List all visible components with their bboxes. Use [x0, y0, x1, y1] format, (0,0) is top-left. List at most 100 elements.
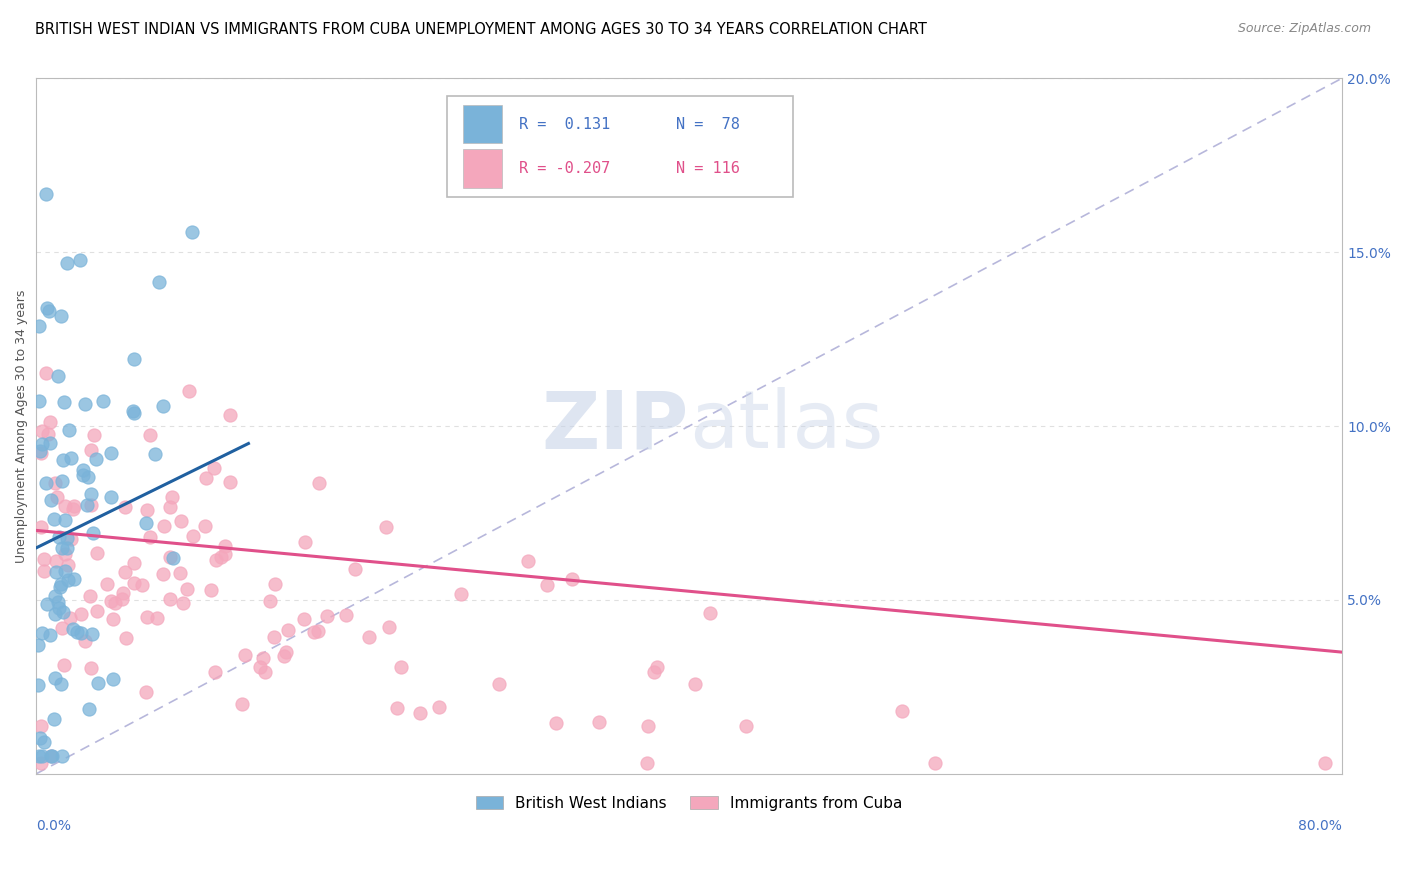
Point — [62, 572, 84, 586]
Point — [86, 546, 108, 560]
FancyBboxPatch shape — [447, 95, 793, 196]
Point — [636, 756, 658, 771]
Point — [59, 610, 82, 624]
Point — [44, 607, 66, 622]
Point — [735, 719, 758, 733]
Point — [52, 605, 75, 619]
Point — [219, 408, 242, 422]
Point — [516, 553, 538, 567]
Point — [122, 406, 145, 420]
Point — [42, 712, 65, 726]
Point — [28, 731, 51, 745]
Point — [30, 719, 52, 733]
Point — [359, 630, 381, 644]
Point — [100, 491, 122, 505]
Point — [38, 304, 60, 318]
Point — [231, 697, 253, 711]
Point — [31, 424, 53, 438]
Point — [45, 566, 67, 580]
Point — [32, 551, 55, 566]
Point — [343, 562, 366, 576]
Point — [62, 502, 84, 516]
Point — [143, 447, 166, 461]
Point — [294, 612, 316, 626]
Point — [891, 704, 914, 718]
Point — [316, 609, 339, 624]
Point — [87, 676, 110, 690]
Bar — [463, 105, 502, 144]
Point — [55, 256, 77, 270]
Point — [377, 620, 399, 634]
Point — [51, 577, 73, 591]
Point — [51, 541, 73, 555]
Point — [159, 591, 181, 606]
Point — [181, 528, 204, 542]
Point — [294, 534, 316, 549]
Y-axis label: Unemployment Among Ages 30 to 34 years: Unemployment Among Ages 30 to 34 years — [15, 289, 28, 563]
Point — [114, 500, 136, 514]
Point — [214, 539, 236, 553]
Point — [450, 587, 472, 601]
Point — [53, 564, 76, 578]
Point — [134, 516, 156, 530]
Point — [51, 621, 73, 635]
Point — [112, 586, 135, 600]
Point — [277, 623, 299, 637]
Point — [124, 557, 146, 571]
Point — [35, 366, 58, 380]
Point — [111, 591, 134, 606]
Point — [60, 532, 83, 546]
Point — [139, 530, 162, 544]
Point — [307, 624, 329, 638]
Point — [35, 301, 58, 315]
Point — [79, 590, 101, 604]
Text: Source: ZipAtlas.com: Source: ZipAtlas.com — [1237, 22, 1371, 36]
Point — [114, 631, 136, 645]
Point — [80, 661, 103, 675]
Point — [27, 394, 49, 409]
Point — [122, 403, 145, 417]
Point — [53, 658, 76, 673]
Point — [148, 275, 170, 289]
Point — [45, 554, 67, 568]
Point — [51, 749, 73, 764]
Point — [153, 519, 176, 533]
Bar — [463, 149, 502, 187]
Point — [561, 572, 583, 586]
Point — [683, 677, 706, 691]
Point — [72, 468, 94, 483]
Point — [536, 578, 558, 592]
Point — [131, 578, 153, 592]
Point — [30, 756, 52, 771]
Point — [409, 706, 432, 720]
Point — [72, 463, 94, 477]
Point — [83, 427, 105, 442]
Point — [53, 499, 76, 513]
Point — [924, 756, 946, 771]
Point — [159, 500, 181, 514]
Point — [169, 566, 191, 581]
Point — [27, 677, 49, 691]
Text: R =  0.131: R = 0.131 — [519, 117, 610, 132]
Point — [30, 520, 52, 534]
Point — [38, 628, 60, 642]
Point — [200, 582, 222, 597]
Point — [41, 749, 63, 764]
Point — [101, 612, 124, 626]
Point — [170, 515, 193, 529]
Point — [209, 549, 232, 564]
Point — [91, 394, 114, 409]
Point — [124, 351, 146, 366]
Point — [82, 526, 104, 541]
Point — [259, 594, 281, 608]
Point — [37, 597, 59, 611]
Point — [162, 551, 184, 566]
Point — [77, 701, 100, 715]
Point — [49, 677, 72, 691]
Point — [135, 685, 157, 699]
Point — [152, 566, 174, 581]
Point — [39, 749, 62, 764]
Point — [51, 474, 73, 488]
Point — [31, 625, 53, 640]
Point — [80, 443, 103, 458]
